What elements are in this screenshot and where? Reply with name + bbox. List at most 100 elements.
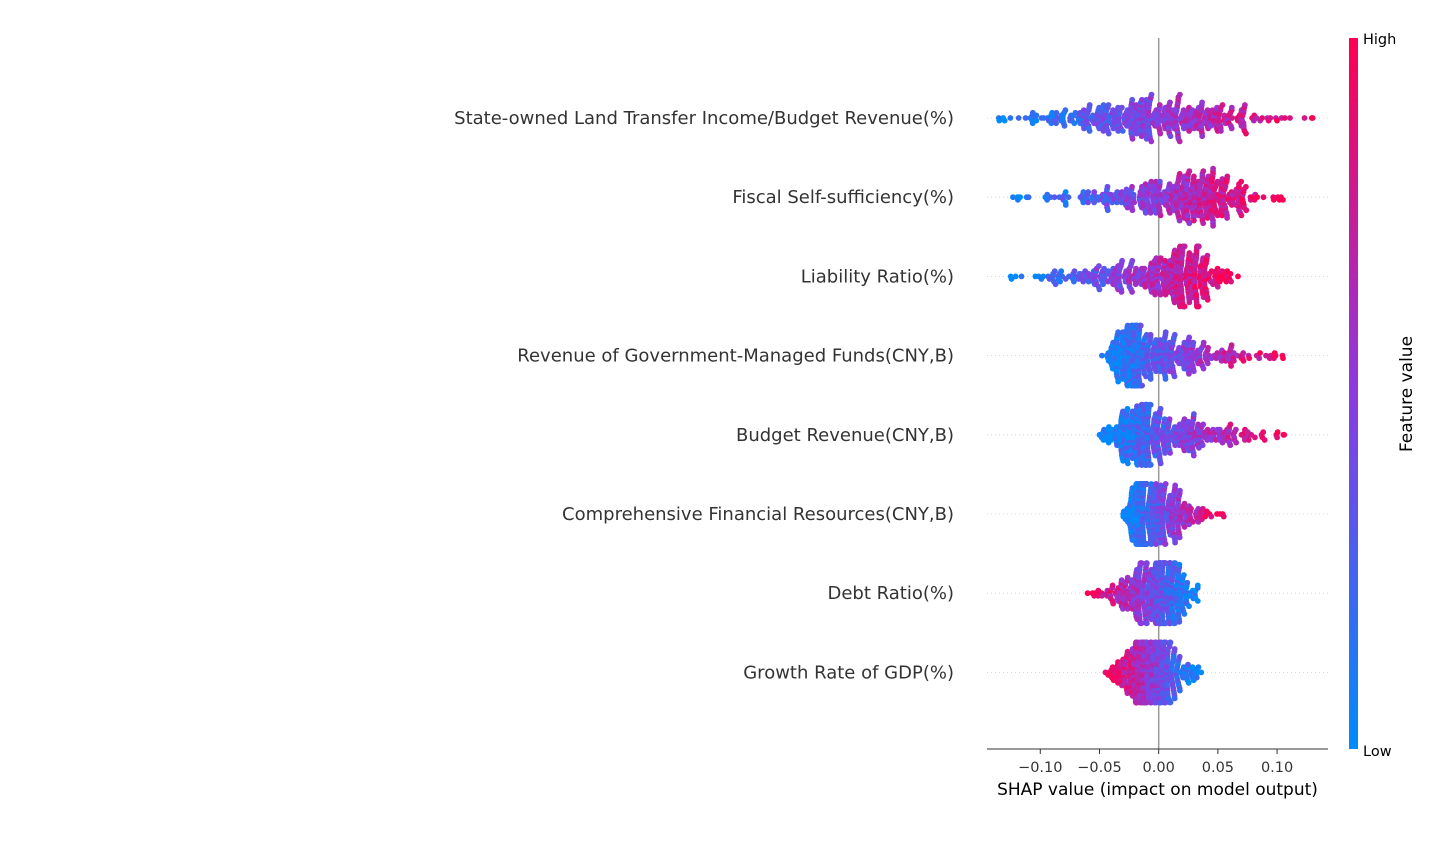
shap-point xyxy=(1025,194,1032,201)
shap-point xyxy=(1162,450,1168,456)
shap-point xyxy=(1186,334,1193,341)
shap-point xyxy=(1243,130,1249,137)
shap-point xyxy=(1084,590,1091,597)
shap-point xyxy=(1058,268,1065,275)
shap-point xyxy=(1115,329,1122,336)
shap-point xyxy=(1162,376,1169,382)
shap-point xyxy=(1257,350,1263,356)
shap-point xyxy=(1007,115,1014,121)
shap-point xyxy=(1085,189,1092,195)
colorbar-low-label: Low xyxy=(1363,744,1392,760)
shap-point xyxy=(1171,373,1178,380)
shap-point xyxy=(1171,695,1178,702)
shap-point xyxy=(1176,217,1183,224)
shap-point xyxy=(1243,207,1250,214)
shap-point xyxy=(1186,299,1193,306)
shap-point xyxy=(1172,539,1178,546)
shap-point xyxy=(1166,181,1173,188)
x-tick-label: −0.10 xyxy=(1018,760,1062,776)
shap-point xyxy=(1085,199,1091,206)
shap-point xyxy=(1186,220,1193,227)
shap-point xyxy=(1129,135,1136,142)
shap-point xyxy=(1062,202,1069,208)
shap-point xyxy=(1167,639,1174,646)
shap-point xyxy=(1191,411,1197,417)
shap-point xyxy=(1071,268,1078,275)
shap-point xyxy=(1162,481,1169,487)
shap-point xyxy=(1181,125,1187,132)
shap-point xyxy=(1157,130,1164,137)
shap-point xyxy=(1147,376,1154,382)
shap-point xyxy=(1157,255,1164,262)
shap-point xyxy=(1176,170,1183,177)
shap-point xyxy=(1186,128,1192,134)
shap-point xyxy=(1200,220,1207,227)
shap-point xyxy=(1194,598,1201,604)
shap-point xyxy=(1231,357,1237,364)
shap-point xyxy=(1227,442,1234,449)
shap-point xyxy=(1104,183,1111,190)
shap-point xyxy=(1162,329,1169,336)
x-axis-title: SHAP value (impact on model output) xyxy=(997,780,1318,800)
shap-point xyxy=(1227,421,1234,428)
shap-point xyxy=(1176,618,1183,625)
shap-point xyxy=(1138,133,1145,140)
shap-point xyxy=(1176,138,1183,145)
shap-point xyxy=(1200,339,1207,346)
shap-point xyxy=(1096,286,1103,293)
shap-point xyxy=(1199,442,1206,449)
shap-point xyxy=(1191,173,1197,180)
shap-point xyxy=(1131,199,1138,206)
shap-point xyxy=(1191,217,1197,224)
shap-point xyxy=(1186,603,1192,610)
shap-point xyxy=(1057,278,1063,285)
x-tick-label: −0.05 xyxy=(1077,760,1121,776)
shap-point xyxy=(1040,273,1047,280)
shap-point xyxy=(1162,541,1169,547)
shap-point xyxy=(1162,291,1169,298)
shap-point xyxy=(1177,487,1183,494)
shap-point xyxy=(1053,120,1059,127)
shap-point xyxy=(1129,257,1136,264)
shap-point xyxy=(1261,437,1268,443)
shap-point xyxy=(1219,176,1226,182)
shap-point xyxy=(1259,115,1266,121)
shap-point xyxy=(1167,450,1173,456)
feature-label: Comprehensive Financial Resources(CNY,B) xyxy=(562,504,954,525)
shap-point xyxy=(1240,350,1247,356)
shap-point xyxy=(1148,91,1155,98)
shap-point xyxy=(1157,212,1164,219)
shap-point xyxy=(1091,199,1097,206)
shap-point xyxy=(1124,405,1131,412)
shap-point xyxy=(1272,352,1279,359)
shap-point xyxy=(1246,355,1253,362)
shap-point xyxy=(1010,194,1016,201)
shap-point xyxy=(1301,115,1308,121)
shap-point xyxy=(1280,355,1286,362)
shap-point xyxy=(1195,303,1202,310)
shap-point xyxy=(1065,194,1072,201)
shap-point xyxy=(1202,513,1208,520)
shap-point xyxy=(1142,209,1149,216)
shap-point xyxy=(1086,128,1093,134)
x-tick-label: 0.05 xyxy=(1202,760,1234,776)
shap-point xyxy=(1105,102,1112,108)
shap-point xyxy=(1148,138,1155,145)
shap-point xyxy=(1219,212,1225,219)
shap-point xyxy=(1157,178,1163,185)
shap-point xyxy=(1129,207,1136,214)
shap-point xyxy=(1062,107,1069,114)
shap-point xyxy=(1260,429,1267,436)
dots-layer xyxy=(995,91,1316,706)
shap-point xyxy=(1280,196,1286,203)
shap-point xyxy=(1176,561,1183,568)
shap-point xyxy=(1148,178,1155,185)
shap-point xyxy=(1161,416,1168,423)
x-tick-label: 0.10 xyxy=(1261,760,1293,776)
shap-point xyxy=(1129,96,1136,103)
shap-point xyxy=(1086,102,1093,108)
feature-label: Debt Ratio(%) xyxy=(827,583,954,604)
shap-point xyxy=(1233,439,1240,446)
shap-point xyxy=(1147,401,1154,408)
